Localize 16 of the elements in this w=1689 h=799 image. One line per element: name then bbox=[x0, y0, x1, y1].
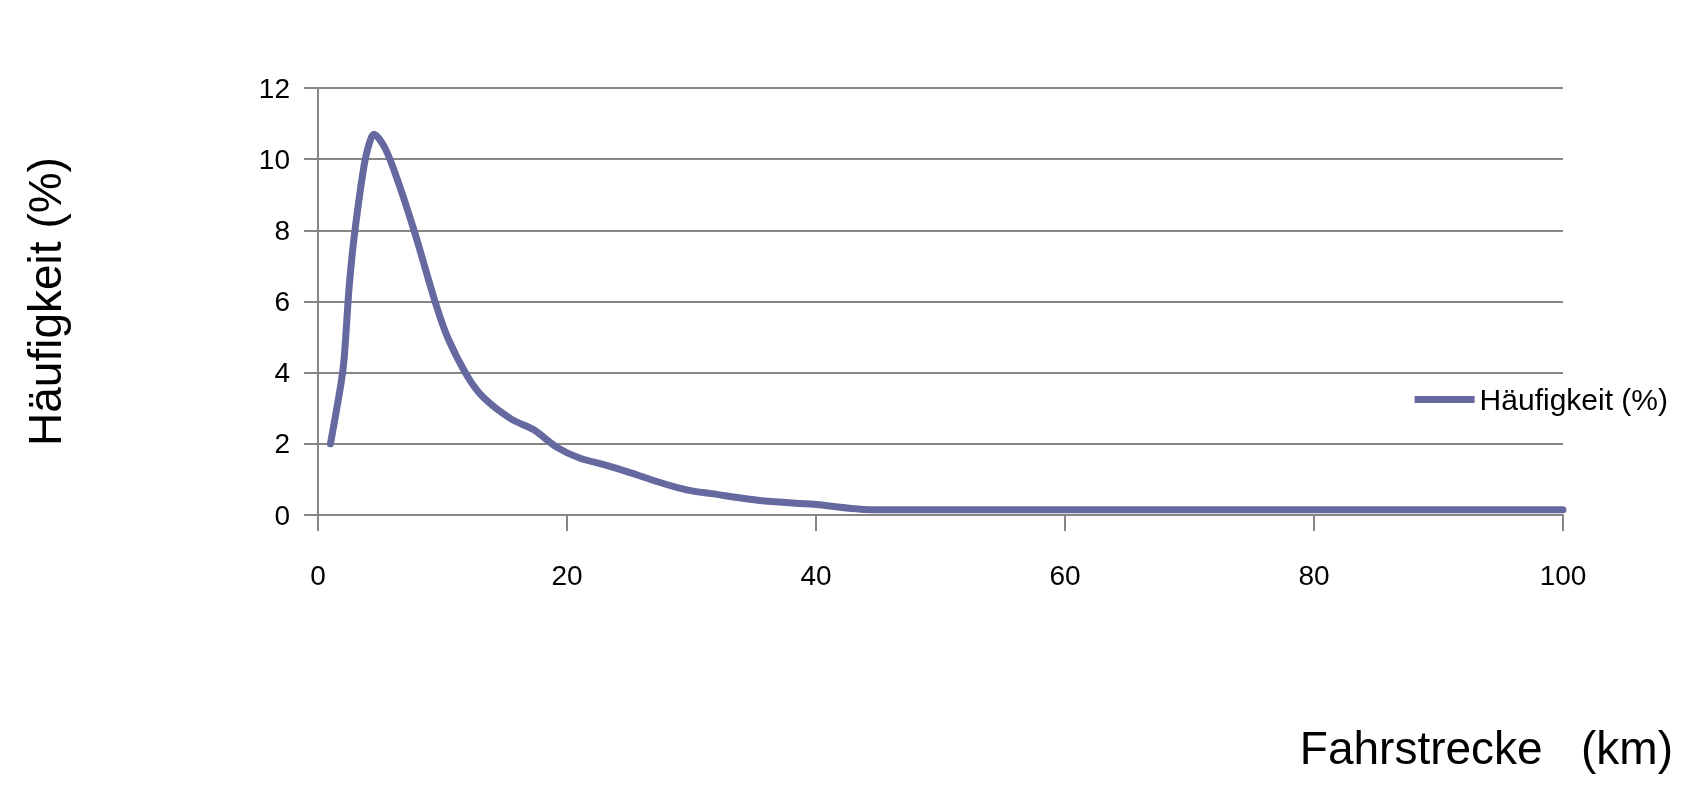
x-tick-label: 60 bbox=[1049, 559, 1081, 591]
x-tick-label: 80 bbox=[1298, 559, 1330, 591]
x-tick-label: 0 bbox=[310, 559, 326, 591]
y-tick-label: 0 bbox=[274, 499, 290, 531]
y-tick-label: 8 bbox=[274, 214, 290, 246]
x-tick-label: 100 bbox=[1539, 559, 1587, 591]
y-axis-title: Häufigkeit (%) bbox=[19, 157, 71, 446]
y-tick-label: 12 bbox=[258, 72, 290, 104]
y-tick-label: 4 bbox=[274, 357, 290, 389]
y-tick-label: 2 bbox=[274, 428, 290, 460]
y-tick-label: 10 bbox=[258, 143, 290, 175]
y-tick-label: 6 bbox=[274, 286, 290, 317]
x-axis-title: Fahrstrecke (km) bbox=[1299, 722, 1673, 774]
legend-label: Häufigkeit (%) bbox=[1479, 383, 1669, 416]
x-tick-label: 20 bbox=[551, 559, 583, 591]
x-tick-label: 40 bbox=[800, 559, 832, 591]
